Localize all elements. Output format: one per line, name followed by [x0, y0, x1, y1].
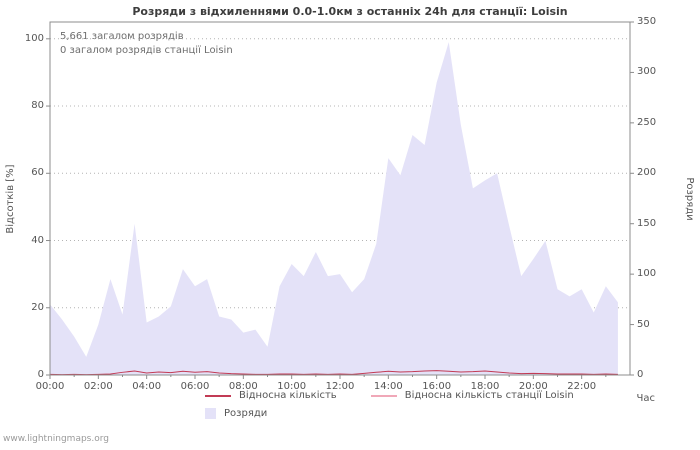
watermark-link[interactable]: www.lightningmaps.org	[3, 434, 109, 444]
legend: Відносна кількість Відносна кількість ст…	[205, 390, 574, 426]
legend-row-area: Розряди	[205, 408, 574, 419]
x-axis-label: Час	[636, 393, 655, 404]
total-discharges-annotation: 5,661 загалом розрядів	[60, 31, 184, 42]
legend-swatch-station-relative-count	[370, 394, 397, 397]
legend-label-discharges: Розряди	[224, 408, 268, 419]
legend-row-lines: Відносна кількість Відносна кількість ст…	[205, 390, 574, 401]
area-series-discharges	[50, 42, 618, 376]
legend-swatch-relative-count	[205, 394, 231, 397]
legend-item-station-relative-count: Відносна кількість станції Loisin	[370, 390, 574, 401]
chart-title: Розряди з відхиленнями 0.0-1.0км з остан…	[132, 5, 568, 18]
legend-label-station-relative-count: Відносна кількість станції Loisin	[404, 390, 574, 401]
line-series	[49, 370, 618, 376]
station-discharges-annotation: 0 загалом розрядів станції Loisin	[60, 45, 233, 56]
legend-label-relative-count: Відносна кількість	[239, 390, 337, 401]
legend-item-discharges: Розряди	[205, 408, 267, 419]
legend-item-relative-count: Відносна кількість	[205, 390, 337, 401]
legend-swatch-discharges	[205, 408, 216, 419]
